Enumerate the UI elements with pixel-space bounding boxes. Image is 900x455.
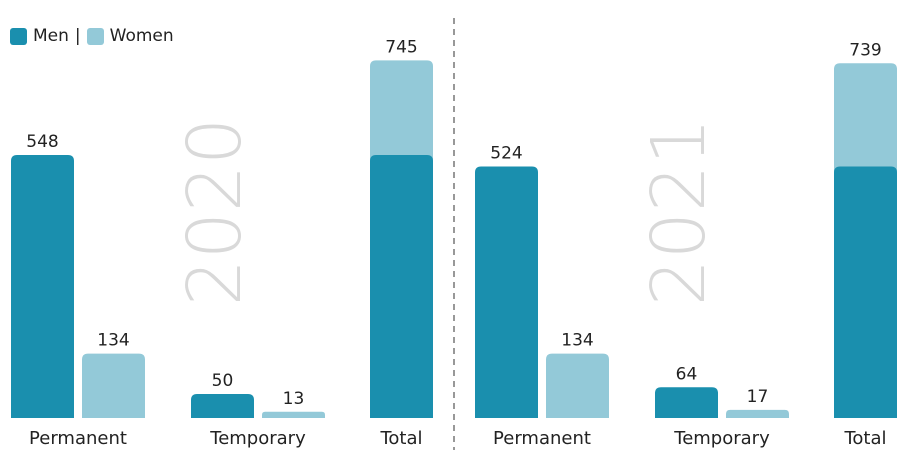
panel-2021-permanent-women-bar: [546, 353, 609, 418]
panel-2020-permanent-women-label: 134: [97, 331, 129, 351]
panel-2021-permanent-men-label: 524: [490, 143, 522, 163]
panel-2021-permanent-women-label: 134: [561, 331, 593, 351]
panel-2021-category-permanent: Permanent: [493, 428, 591, 449]
panel-2020-permanent-men-bar: [11, 154, 74, 418]
panel-2021-temporary-men-label: 64: [676, 364, 698, 384]
panel-2021-total-men-segment: [834, 166, 897, 418]
panel-2021-total-label: 739: [849, 40, 881, 60]
panel-2021-temporary-women-bar: [726, 409, 789, 418]
panel-2020-category-permanent: Permanent: [29, 428, 127, 449]
panel-2021-temporary-men-bar: [655, 387, 718, 418]
legend-men-swatch: [10, 27, 27, 45]
panel-2021-year-label: 2021: [636, 118, 722, 306]
panel-2020-year-label: 2020: [172, 118, 258, 306]
legend-men-label: Men: [33, 26, 69, 46]
legend-women-swatch: [86, 27, 104, 45]
panel-2020-temporary-men-bar: [191, 394, 254, 418]
panel-2020-permanent-women-bar: [82, 353, 145, 418]
panel-2020-category-temporary: Temporary: [209, 428, 306, 449]
legend-women-label: Women: [109, 26, 174, 46]
panel-2020-temporary-men-label: 50: [212, 371, 234, 391]
panel-2020-category-total: Total: [379, 428, 422, 449]
panel-2020-total-men-segment: [370, 154, 433, 418]
panel-2020-total-label: 745: [385, 37, 417, 57]
panel-2020-temporary-women-bar: [262, 411, 325, 418]
panel-2021-category-total: Total: [843, 428, 886, 449]
panel-2021-temporary-women-label: 17: [747, 387, 769, 407]
panel-2020-permanent-men-label: 548: [26, 132, 58, 152]
panel-2021-category-temporary: Temporary: [673, 428, 770, 449]
panel-2021-permanent-men-bar: [475, 166, 538, 418]
panel-2020-temporary-women-label: 13: [283, 389, 305, 409]
legend-separator: |: [74, 26, 81, 46]
legend: Men | Women: [10, 26, 180, 46]
